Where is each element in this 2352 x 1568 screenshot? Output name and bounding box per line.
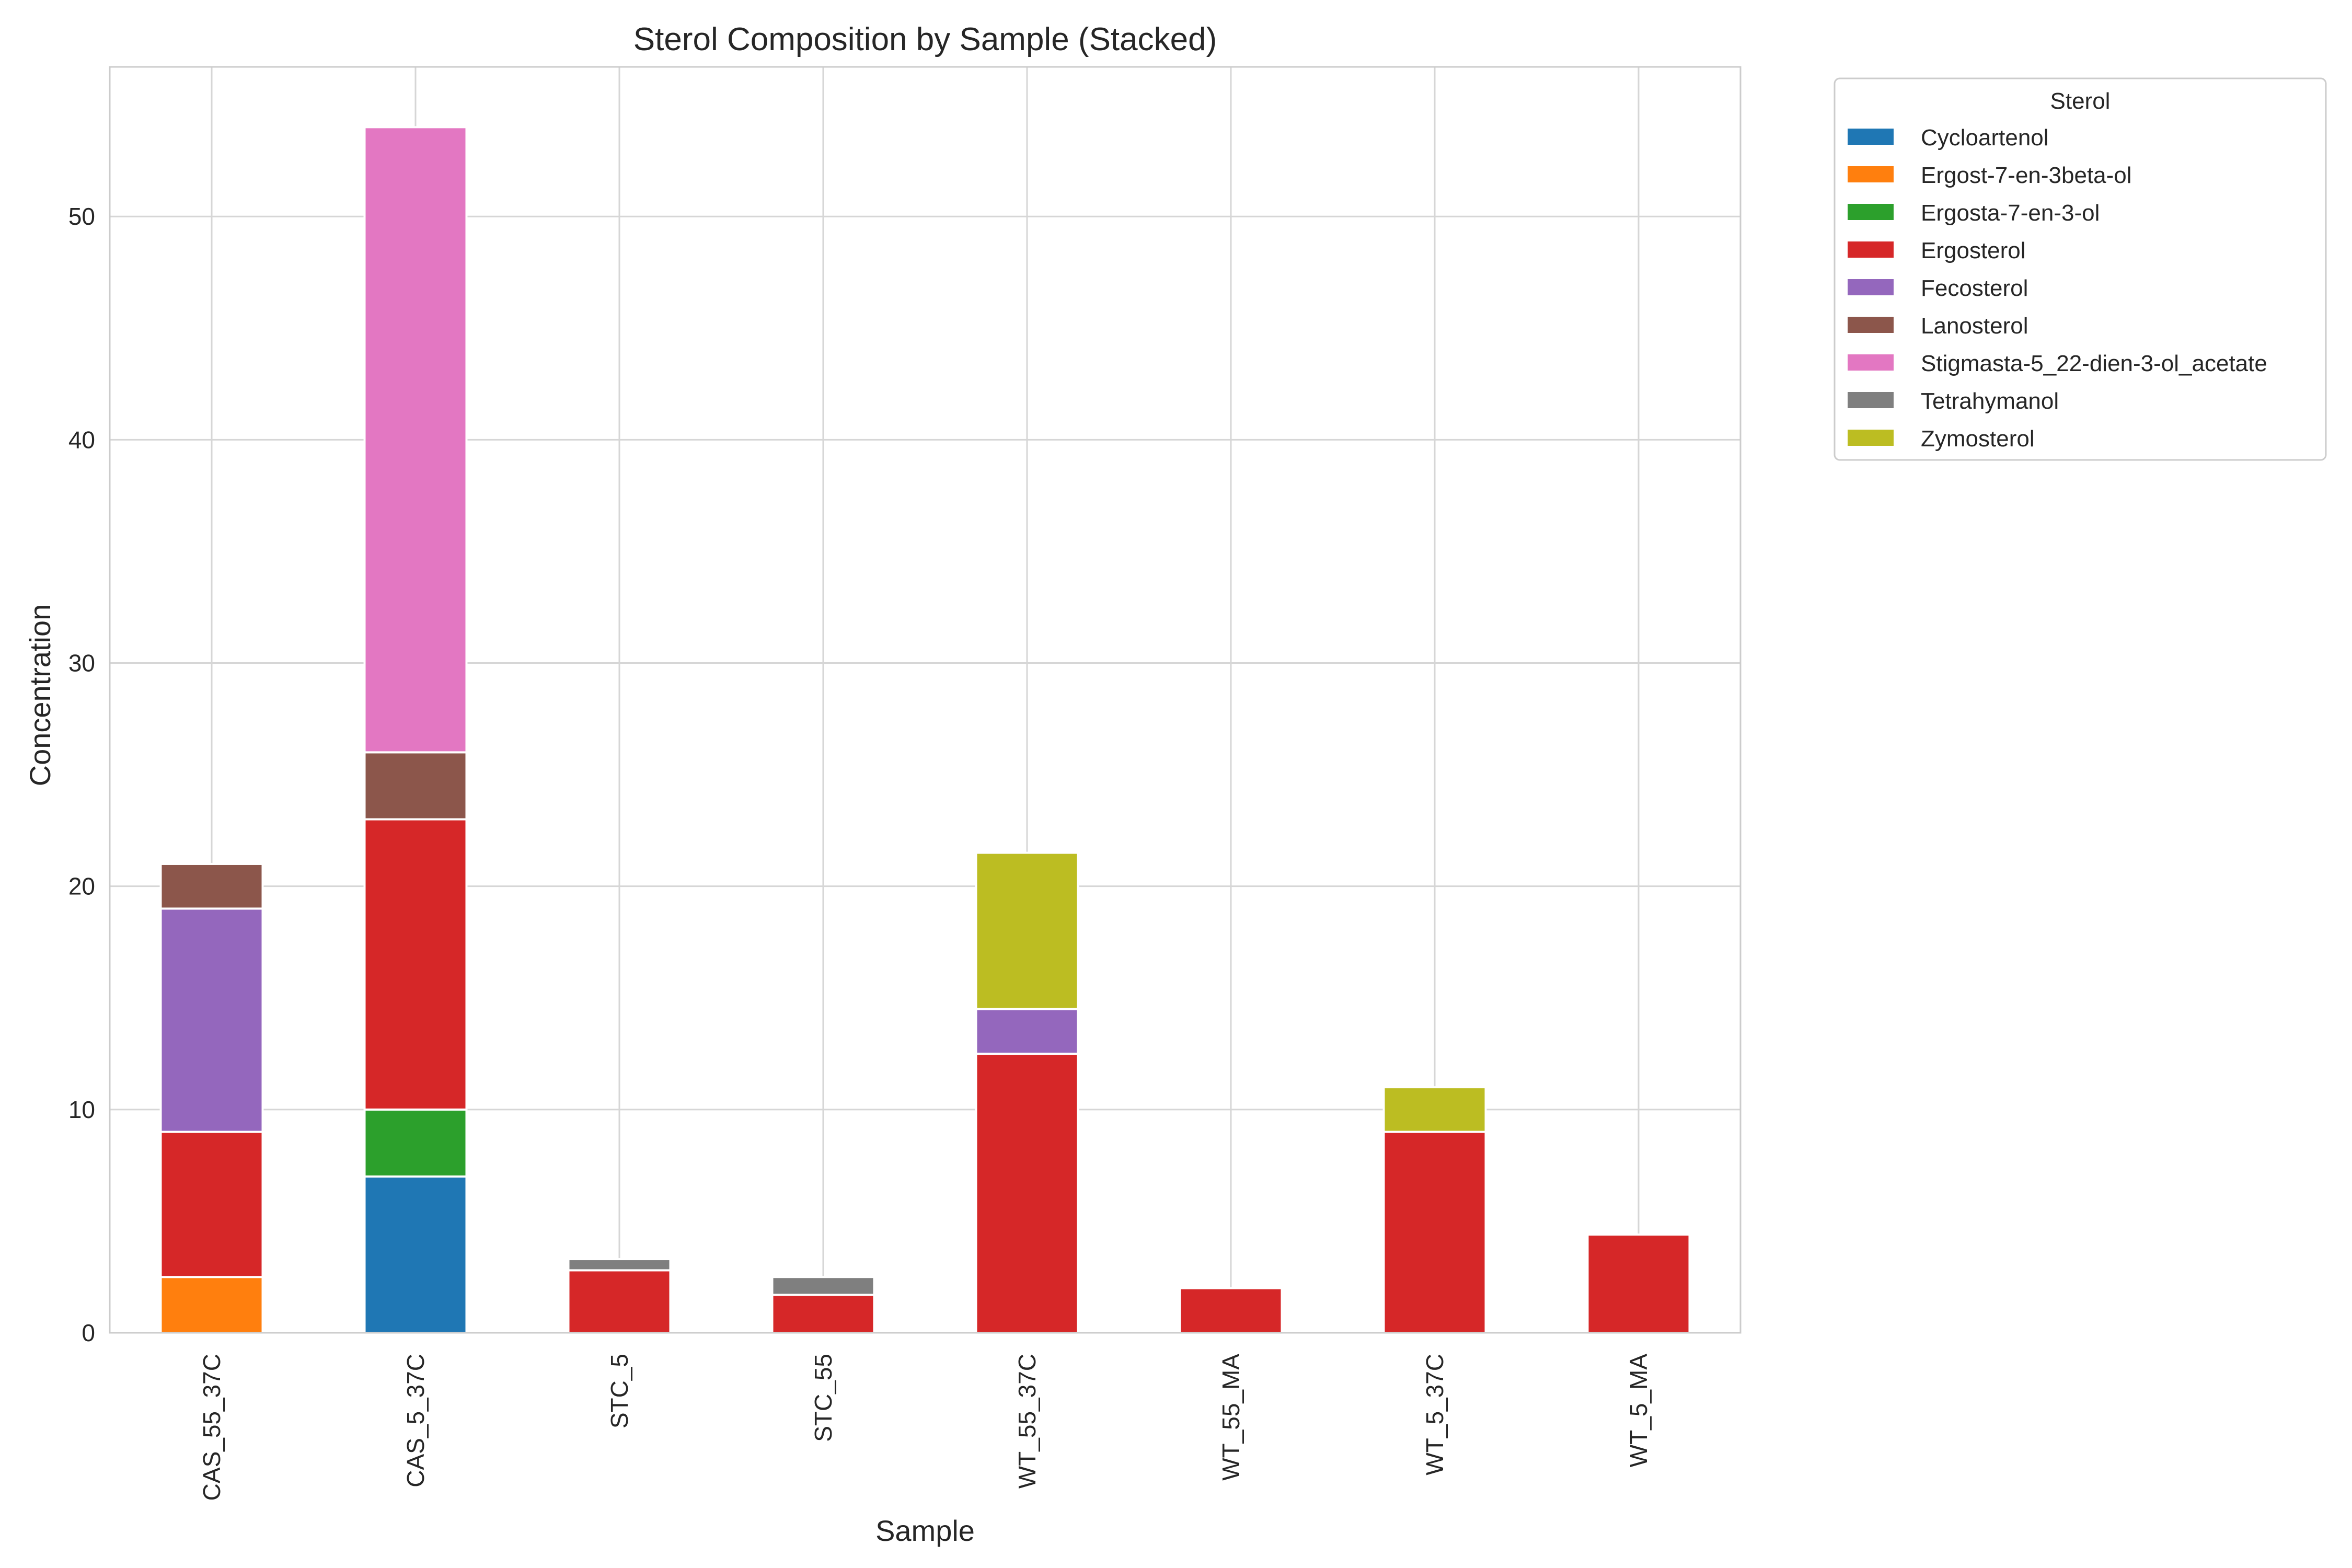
legend-items: Cycloartenol Ergost-7-en-3beta-ol Ergosta-… [1848, 125, 2267, 452]
bar-segment [363, 818, 468, 1111]
legend-label: Ergosta-7-en-3-ol [1921, 200, 2100, 226]
x-tick-label: CAS_5_37C [402, 1354, 429, 1488]
x-tick-label: WT_55_MA [1217, 1354, 1244, 1481]
bar-segment [567, 1258, 672, 1272]
x-tick-label: WT_5_37C [1421, 1354, 1448, 1475]
bar-segment [159, 907, 264, 1133]
legend-title: Sterol [2050, 88, 2111, 114]
y-tick-label: 0 [82, 1319, 95, 1346]
chart-title: Sterol Composition by Sample (Stacked) [633, 21, 1217, 57]
legend-swatch [1848, 204, 1894, 220]
bar-segment [567, 1269, 672, 1334]
legend-swatch [1848, 129, 1894, 145]
bar-segment [771, 1294, 875, 1334]
y-axis-title: Concentration [24, 604, 56, 787]
y-tick-labels: 0 10 20 30 40 50 [68, 203, 95, 1346]
legend-swatch [1848, 354, 1894, 371]
bar-segment [1382, 1131, 1487, 1334]
legend-label: Lanosterol [1921, 313, 2028, 339]
y-tick-label: 30 [68, 650, 95, 677]
bars [159, 126, 1691, 1334]
bar-segment [363, 126, 468, 754]
bar-segment [363, 1108, 468, 1178]
x-tick-label: STC_5 [606, 1354, 633, 1428]
x-tick-label: WT_5_MA [1625, 1354, 1652, 1468]
x-tick-labels: CAS_55_37C CAS_5_37C STC_5 STC_55 WT_55_37C W… [198, 1354, 1652, 1501]
bar-segment [159, 1131, 264, 1278]
bar-segment [975, 1008, 1079, 1055]
bar-segment [159, 862, 264, 910]
bar-segment [771, 1276, 875, 1296]
bar-segment [363, 1175, 468, 1334]
bar-segment [975, 851, 1079, 1010]
x-tick-label: WT_55_37C [1013, 1354, 1041, 1489]
legend-swatch [1848, 392, 1894, 408]
legend-label: Ergost-7-en-3beta-ol [1921, 163, 2132, 188]
y-tick-label: 10 [68, 1096, 95, 1123]
bar-segment [975, 1053, 1079, 1334]
x-tick-label: CAS_55_37C [198, 1354, 225, 1501]
legend-label: Cycloartenol [1921, 125, 2049, 151]
legend-label: Tetrahymanol [1921, 388, 2059, 414]
legend-label: Fecosterol [1921, 275, 2028, 301]
bar-segment [1586, 1233, 1691, 1334]
bar-segment [159, 1276, 264, 1334]
legend-swatch [1848, 166, 1894, 182]
bar-segment [1382, 1086, 1487, 1133]
legend-swatch [1848, 241, 1894, 258]
x-axis-title: Sample [875, 1514, 975, 1547]
legend-swatch [1848, 430, 1894, 446]
plot-frame [109, 66, 1742, 1334]
legend: Sterol Cycloartenol Ergost-7-en-3beta-ol E… [1834, 77, 2327, 461]
legend-box [1834, 77, 2327, 461]
legend-label: Zymosterol [1921, 426, 2035, 452]
legend-swatch [1848, 317, 1894, 333]
y-tick-label: 50 [68, 203, 95, 230]
y-tick-label: 40 [68, 426, 95, 453]
legend-label: Stigmasta-5_22-dien-3-ol_acetate [1921, 351, 2267, 376]
x-tick-label: STC_55 [810, 1354, 837, 1442]
bar-segment [363, 751, 468, 821]
legend-label: Ergosterol [1921, 238, 2026, 263]
bar-segment [1179, 1287, 1283, 1334]
y-tick-label: 20 [68, 873, 95, 900]
legend-swatch [1848, 279, 1894, 295]
